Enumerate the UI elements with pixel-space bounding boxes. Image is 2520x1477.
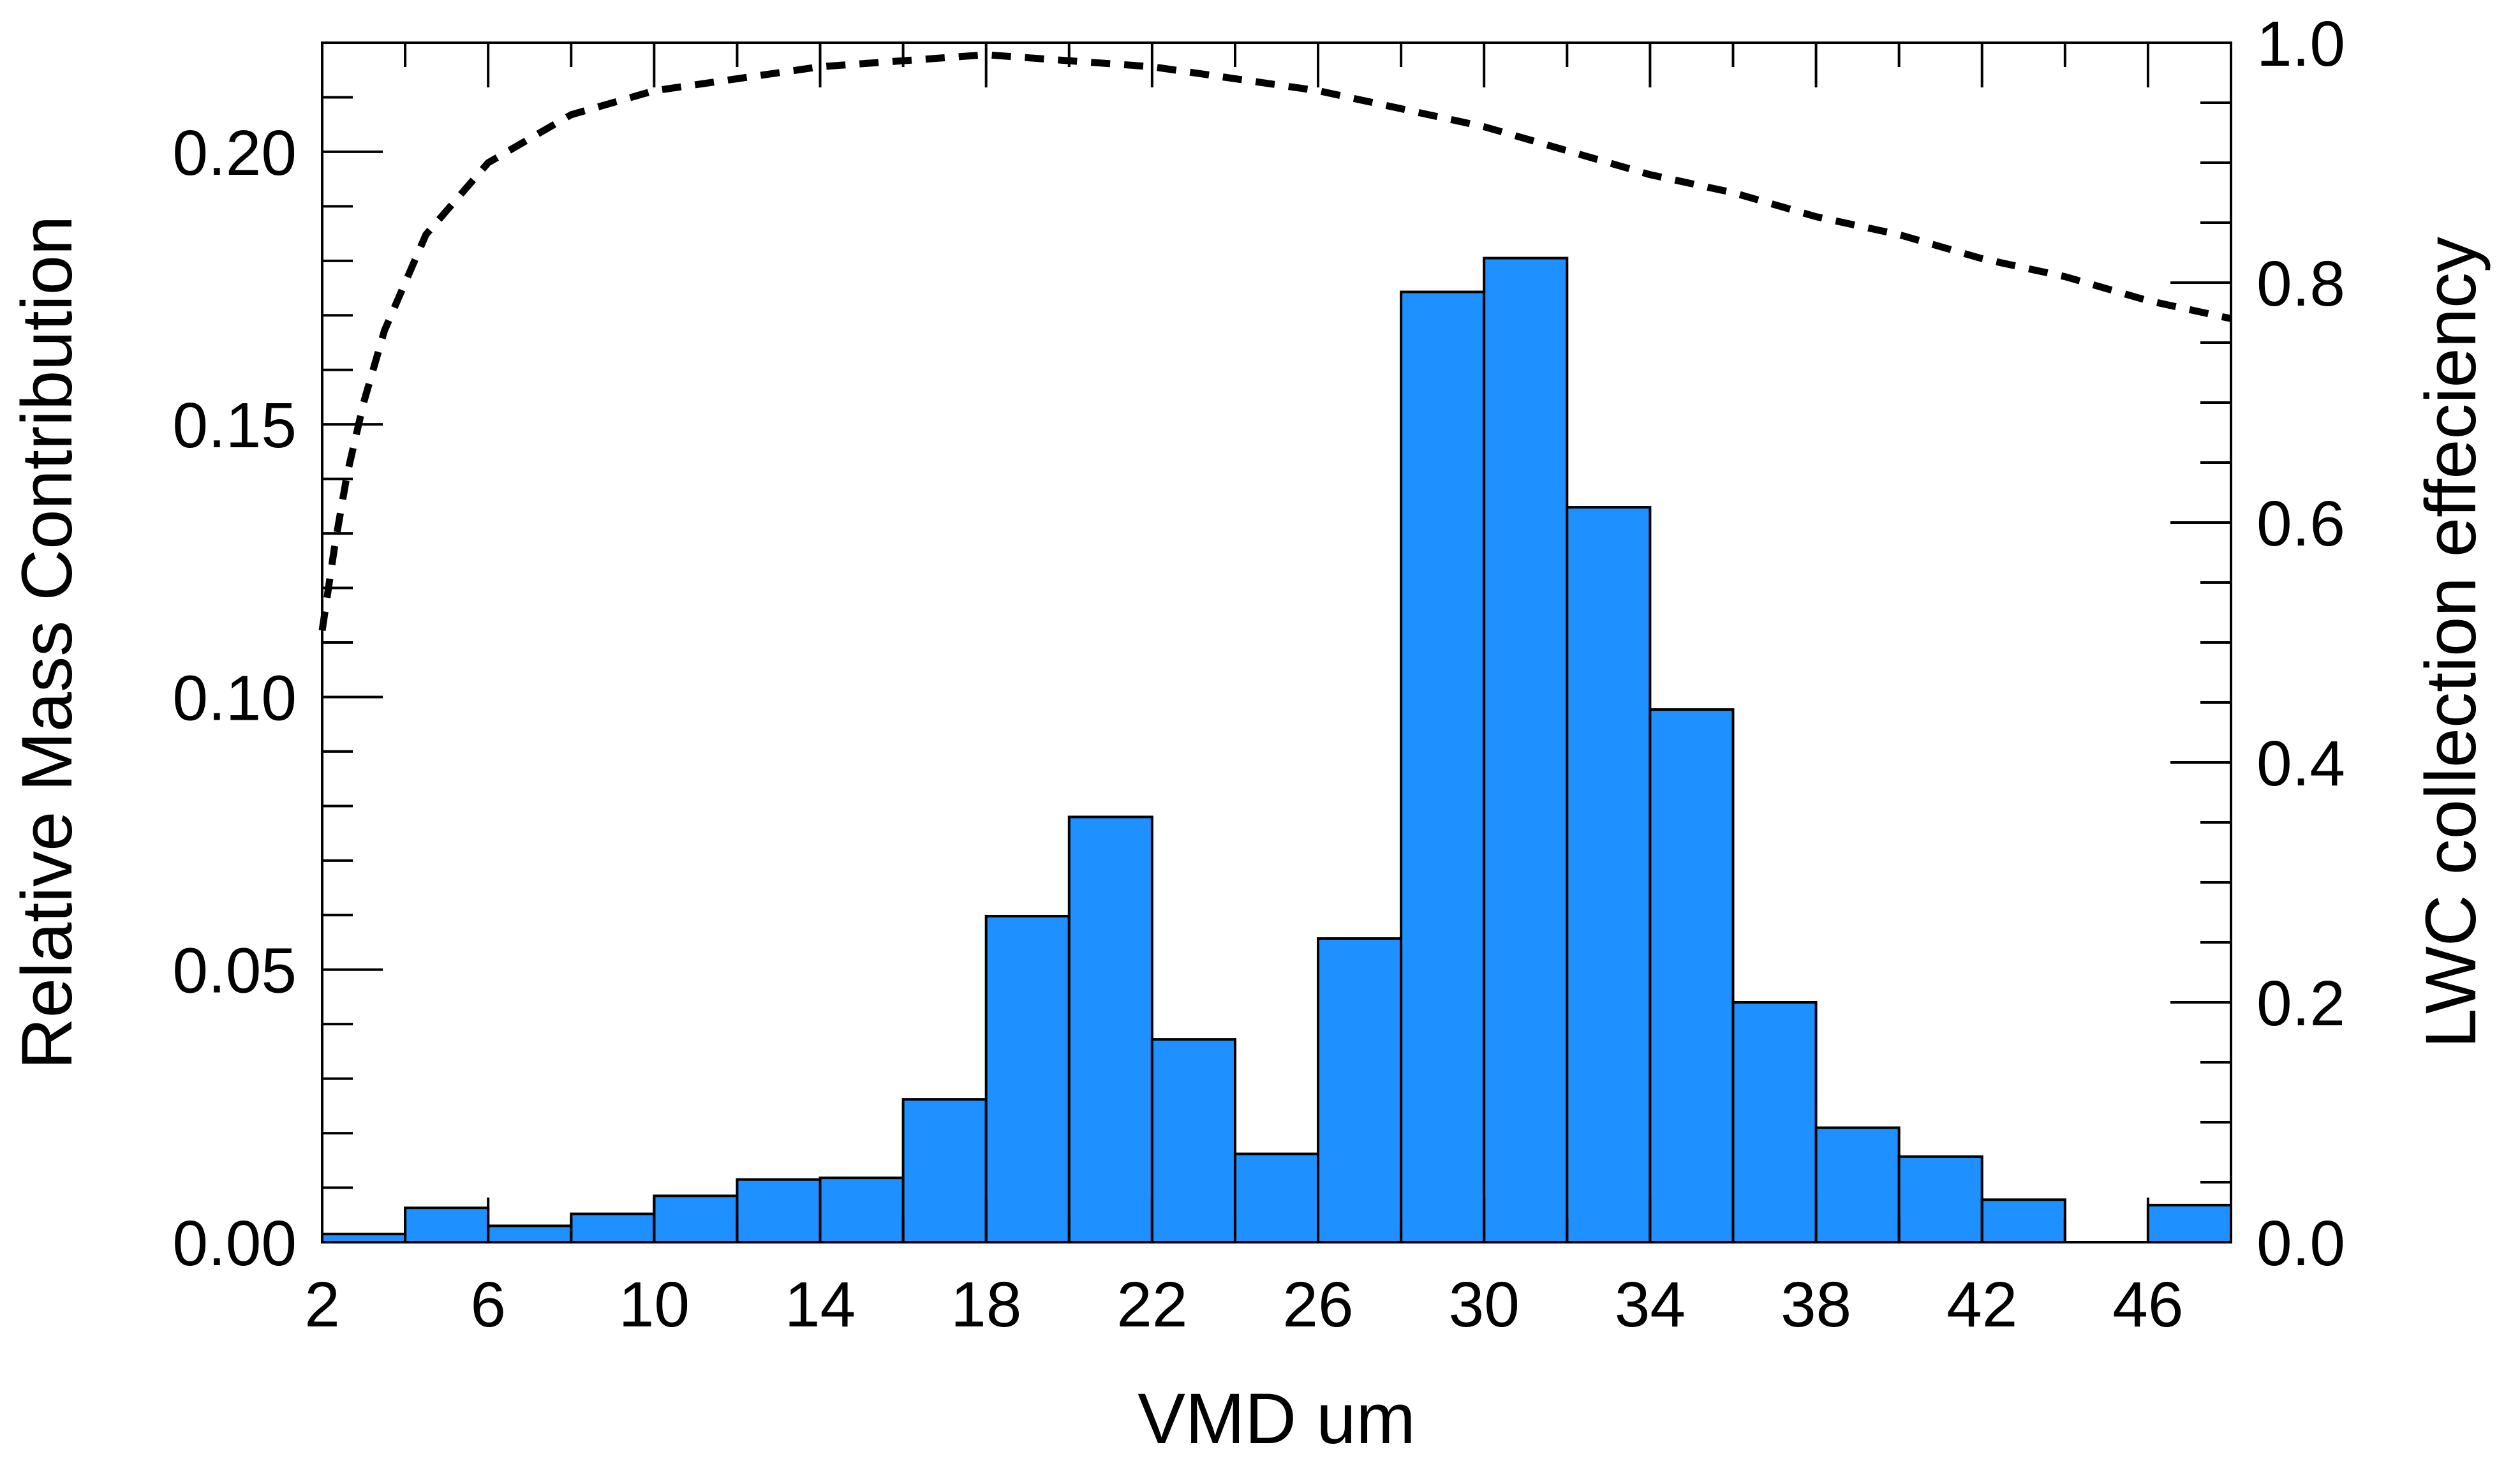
bar [1483, 256, 1569, 1244]
bar [1400, 290, 1486, 1244]
y2-tick-label: 0.8 [2257, 248, 2345, 320]
bar [653, 1194, 739, 1244]
y-tick-label: 0.20 [172, 117, 297, 189]
ticks-layer [321, 41, 2232, 1243]
y2-tick-label: 0.4 [2257, 728, 2345, 799]
x-tick-label: 18 [951, 1269, 1021, 1340]
x-tick-label: 22 [1116, 1269, 1187, 1340]
x-tick-label: 34 [1615, 1269, 1686, 1340]
x-tick-label: 14 [785, 1269, 856, 1340]
bar [1649, 708, 1735, 1244]
bar [901, 1098, 988, 1244]
bar [736, 1178, 822, 1244]
bar [1067, 815, 1153, 1244]
bar [1814, 1126, 1901, 1243]
bar [1897, 1155, 1983, 1243]
bar [1233, 1152, 1320, 1243]
bars-layer [321, 256, 2233, 1244]
x-tick-label: 10 [619, 1269, 690, 1340]
y-tick-label: 0.10 [172, 662, 297, 734]
y2-tick-label: 0.2 [2257, 968, 2345, 1039]
y-tick-label: 0.15 [172, 390, 297, 461]
bar [1980, 1198, 2066, 1244]
bar [819, 1176, 905, 1244]
efficiency-curve [318, 51, 2232, 632]
x-tick-label: 26 [1282, 1269, 1353, 1340]
y-axis-title: Relative Mass Contribution [7, 216, 87, 1069]
x-tick-label: 42 [1946, 1269, 2017, 1340]
bar [487, 1224, 573, 1244]
y2-axis-title: LWC collection effeciency [2411, 237, 2491, 1048]
y-tick-label: 0.00 [172, 1208, 297, 1279]
bar [1731, 1001, 1818, 1243]
x-tick-label: 6 [470, 1269, 506, 1340]
x-tick-label: 38 [1781, 1269, 1851, 1340]
bar [2146, 1203, 2233, 1243]
bar [1317, 937, 1403, 1243]
efficiency-curve-layer [318, 51, 2232, 632]
bar [570, 1212, 656, 1243]
bar [404, 1206, 490, 1244]
plot-frame [321, 41, 2232, 1243]
bar [984, 914, 1071, 1243]
tick-labels-layer: 2 6 10 14 18 22 26 30 34 38 42 460.000.050.100.150.… [172, 8, 2345, 1340]
y-tick-label: 0.05 [172, 935, 297, 1007]
x-tick-label: 46 [2112, 1269, 2183, 1340]
bar [1150, 1038, 1236, 1244]
x-tick-label: 2 [304, 1269, 340, 1340]
bar [1566, 506, 1652, 1243]
y2-tick-label: 0.6 [2257, 488, 2345, 560]
y2-tick-label: 1.0 [2257, 8, 2345, 80]
x-axis-title: VMD um [1138, 1379, 1416, 1458]
x-tick-label: 30 [1449, 1269, 1520, 1340]
y2-tick-label: 0.0 [2257, 1208, 2345, 1279]
